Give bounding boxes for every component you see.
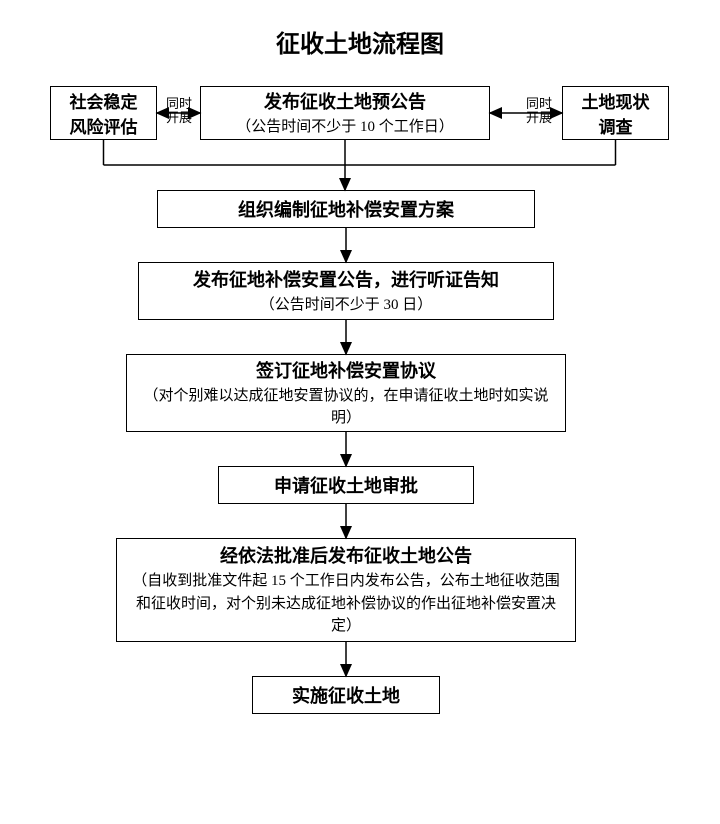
- node-main: 签订征地补偿安置协议: [256, 357, 436, 383]
- title-text: 征收土地流程图: [276, 32, 444, 58]
- node-main: 发布征地补偿安置公告，进行听证告知: [193, 266, 499, 292]
- label-left-text: 同时开展: [166, 96, 192, 125]
- label-left-concurrent: 同时开展: [164, 97, 194, 126]
- node-apply-approval: 申请征收土地审批: [218, 466, 474, 504]
- node-compensation-announcement: 发布征地补偿安置公告，进行听证告知 （公告时间不少于 30 日）: [138, 262, 554, 320]
- node-main: 发布征收土地预公告: [264, 88, 426, 114]
- node-publish-announcement: 经依法批准后发布征收土地公告 （自收到批准文件起 15 个工作日内发布公告，公布…: [116, 538, 576, 642]
- node-implement: 实施征收土地: [252, 676, 440, 714]
- node-main: 申请征收土地审批: [274, 472, 418, 498]
- node-pre-announcement: 发布征收土地预公告 （公告时间不少于 10 个工作日）: [200, 86, 490, 140]
- flowchart-title: 征收土地流程图: [0, 24, 720, 59]
- node-sub: （自收到批准文件起 15 个工作日内发布公告，公布土地征收范围和征收时间，对个别…: [125, 570, 567, 638]
- node-main: 土地现状调查: [582, 88, 650, 138]
- node-sub: （公告时间不少于 30 日）: [260, 294, 433, 317]
- label-right-text: 同时开展: [526, 96, 552, 125]
- node-compensation-plan: 组织编制征地补偿安置方案: [157, 190, 535, 228]
- label-right-concurrent: 同时开展: [524, 97, 554, 126]
- node-main: 组织编制征地补偿安置方案: [238, 196, 454, 222]
- node-sub: （公告时间不少于 10 个工作日）: [236, 116, 454, 139]
- node-risk-assessment: 社会稳定风险评估: [50, 86, 157, 140]
- node-main: 社会稳定风险评估: [70, 88, 138, 138]
- node-land-survey: 土地现状调查: [562, 86, 669, 140]
- node-main: 经依法批准后发布征收土地公告: [220, 542, 472, 568]
- node-main: 实施征收土地: [292, 682, 400, 708]
- node-sub: （对个别难以达成征地安置协议的，在申请征收土地时如实说明）: [135, 385, 557, 430]
- node-sign-agreement: 签订征地补偿安置协议 （对个别难以达成征地安置协议的，在申请征收土地时如实说明）: [126, 354, 566, 432]
